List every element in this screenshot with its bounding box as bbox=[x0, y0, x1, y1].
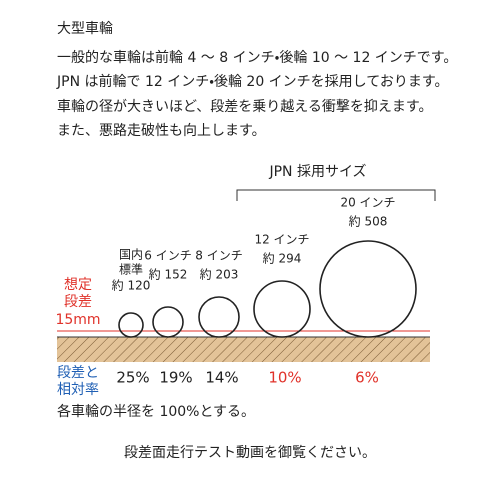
ground bbox=[57, 337, 430, 362]
wheel-label: 6 インチ bbox=[144, 249, 191, 263]
wheel-label: 約 152 bbox=[149, 267, 188, 282]
wheel-label: 8 インチ bbox=[195, 249, 242, 263]
wheel bbox=[152, 306, 184, 338]
wheel bbox=[319, 240, 417, 338]
ratio-label: 相対率 bbox=[57, 382, 99, 398]
wheel-label: 20 インチ bbox=[340, 196, 395, 210]
wheel-label: 約 294 bbox=[263, 251, 302, 266]
ratio: 19% bbox=[159, 369, 192, 387]
step-label: 段差 bbox=[64, 294, 92, 310]
title: 大型車輪 bbox=[57, 20, 113, 37]
paragraph-line: また、悪路走破性も向上します。 bbox=[57, 123, 266, 139]
wheel-label: 約 203 bbox=[200, 267, 239, 282]
ratio-label: 段差と bbox=[57, 365, 99, 381]
wheel-label: 国内 bbox=[119, 248, 143, 262]
bracket bbox=[236, 189, 436, 201]
ratio: 6% bbox=[355, 369, 379, 387]
footer: 段差面走行テスト動画を御覧ください。 bbox=[124, 445, 376, 461]
wheel-label: 約 120 bbox=[112, 278, 151, 293]
wheel bbox=[253, 280, 311, 338]
wheel bbox=[198, 296, 240, 338]
ratio: 14% bbox=[205, 369, 238, 387]
paragraph-line: JPN は前輪で 12 インチ・後輪 20 インチを採用しております。 bbox=[56, 73, 448, 90]
ratio: 25% bbox=[116, 369, 149, 387]
step-label: 想定 bbox=[64, 277, 92, 293]
wheel bbox=[118, 312, 144, 338]
wheel-label: 標準 bbox=[119, 262, 143, 277]
paragraph-line: 一般的な車輪は前輪 4 ～ 8 インチ・後輪 10 ～ 12 インチです。 bbox=[57, 49, 457, 66]
paragraph-line: 車輪の径が大きいほど、段差を乗り越える衝撃を抑えます。 bbox=[57, 98, 432, 115]
ratio: 10% bbox=[268, 369, 301, 387]
note: 各車輪の半径を 100%とする。 bbox=[57, 403, 255, 420]
wheel-label: 約 508 bbox=[349, 214, 388, 229]
step-label: 15mm bbox=[55, 312, 100, 328]
bracket-label: JPN 採用サイズ bbox=[268, 164, 366, 180]
wheel-label: 12 インチ bbox=[254, 233, 309, 247]
